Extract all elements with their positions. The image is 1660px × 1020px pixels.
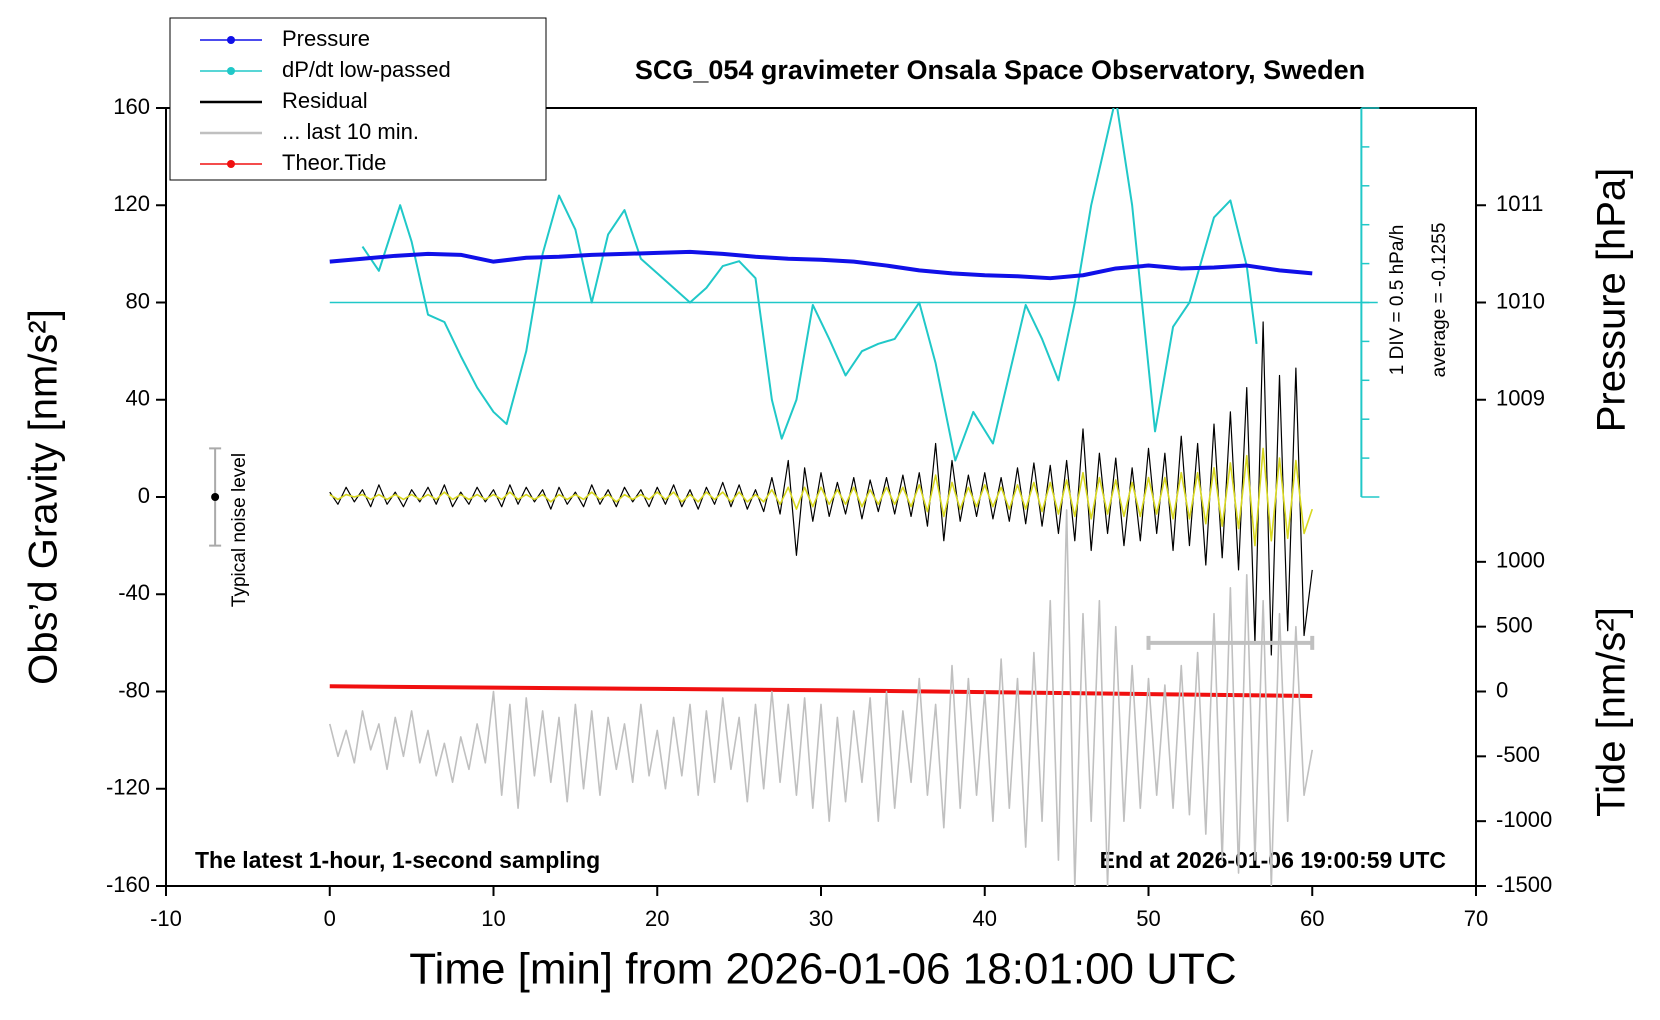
y3-tick-label: 0 [1496, 677, 1508, 702]
y2-tick-label: 1009 [1496, 386, 1545, 411]
legend [169, 17, 547, 181]
y-tick-label: -120 [106, 775, 150, 800]
y3-tick-label: -1500 [1496, 872, 1552, 897]
noise-label: Typical noise level [229, 453, 250, 607]
y3-tick-label: 1000 [1496, 548, 1545, 573]
y2-axis-label: Pressure [hPa] [1590, 168, 1634, 433]
x-tick-label: 20 [645, 906, 669, 931]
legend-marker [227, 160, 235, 168]
legend-label: Residual [282, 88, 368, 113]
y3-axis-label: Tide [nm/s²] [1590, 607, 1634, 817]
series-line [328, 509, 1314, 886]
y3-tick-label: -1000 [1496, 807, 1552, 832]
dpdt-average-label: average = -0.1255 [1429, 223, 1450, 378]
legend-label: Pressure [282, 26, 370, 51]
y3-tick-label: -500 [1496, 742, 1540, 767]
x-tick-label: -10 [150, 906, 182, 931]
y-tick-label: -160 [106, 872, 150, 897]
y3-tick-label: 500 [1496, 612, 1533, 637]
series-line [329, 249, 1313, 281]
y-axis-label: Obs’d Gravity [nm/s²] [22, 309, 66, 685]
x-tick-label: 30 [809, 906, 833, 931]
x-tick-label: 0 [324, 906, 336, 931]
x-tick-label: 40 [973, 906, 997, 931]
y-tick-label: 80 [126, 288, 150, 313]
legend-label: ... last 10 min. [282, 119, 419, 144]
y-tick-label: 0 [138, 483, 150, 508]
dpdt-scale-note: 1 DIV = 0.5 hPa/h [1387, 225, 1408, 376]
y2-tick-label: 1011 [1496, 191, 1543, 216]
x-tick-label: 60 [1300, 906, 1324, 931]
y2-tick-label: 1010 [1496, 288, 1545, 313]
legend-label: Theor.Tide [282, 150, 386, 175]
series-line [329, 321, 1313, 656]
noise-center [211, 493, 220, 501]
series-line [329, 684, 1313, 699]
plot-area [328, 108, 1378, 886]
y-tick-label: 40 [126, 386, 150, 411]
x-axis-label: Time [min] from 2026-01-06 18:01:00 UTC [409, 945, 1236, 994]
series-line [361, 108, 1258, 462]
x-tick-label: 10 [481, 906, 505, 931]
annotation: The latest 1-hour, 1-second sampling [195, 847, 600, 873]
legend-marker [227, 67, 235, 75]
x-tick-label: 70 [1464, 906, 1488, 931]
plot-frame [165, 107, 1477, 887]
y-tick-label: -40 [118, 580, 150, 605]
legend-label: dP/dt low-passed [282, 57, 451, 82]
y-tick-label: 120 [113, 191, 150, 216]
legend-marker [227, 36, 235, 44]
series-line [329, 447, 1314, 547]
chart-title: SCG_054 gravimeter Onsala Space Observat… [635, 55, 1365, 85]
y-tick-label: 160 [113, 94, 150, 119]
y-tick-label: -80 [118, 677, 150, 702]
x-tick-label: 50 [1136, 906, 1160, 931]
